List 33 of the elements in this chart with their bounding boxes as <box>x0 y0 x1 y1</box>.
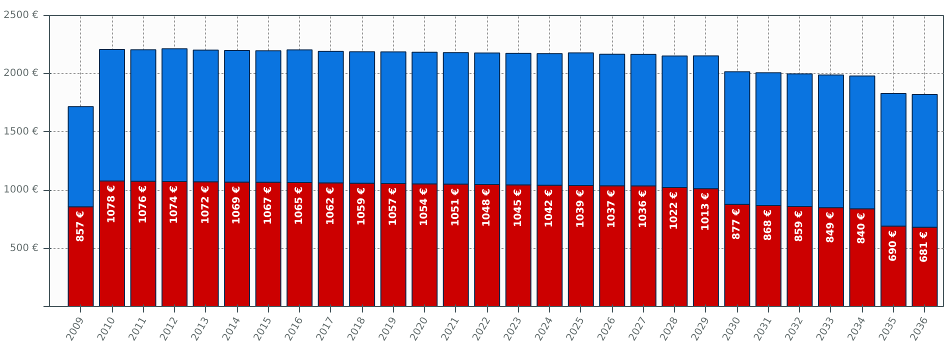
data-label: 1054 € <box>419 188 430 226</box>
data-label: 1057 € <box>388 187 399 226</box>
data-label: 1048 € <box>482 188 493 227</box>
data-label: 1069 € <box>232 186 243 224</box>
data-label: 1065 € <box>294 186 306 225</box>
data-label: 1062 € <box>325 186 336 226</box>
y-tick-label: 1500 € <box>4 126 39 138</box>
data-label: 849 € <box>825 212 836 243</box>
y-tick-label: 2500 € <box>4 10 39 21</box>
data-label: 1036 € <box>638 190 649 228</box>
data-label: 1039 € <box>575 190 586 228</box>
data-label: 690 € <box>888 230 899 262</box>
data-label: 681 € <box>919 231 930 263</box>
data-label: 1037 € <box>606 190 618 228</box>
data-label: 1072 € <box>200 186 212 224</box>
data-label: 840 € <box>856 212 868 244</box>
data-label: 1051 € <box>450 188 462 226</box>
data-label: 1045 € <box>512 188 524 228</box>
data-label: 1042 € <box>544 189 556 228</box>
data-label: 1067 € <box>262 186 274 225</box>
y-tick-label: 500 € <box>10 242 39 254</box>
data-label: 857 € <box>75 210 86 242</box>
data-label: 1076 € <box>138 185 149 224</box>
data-label: 877 € <box>732 208 743 240</box>
data-label: 868 € <box>762 209 774 241</box>
data-label: 859 € <box>794 210 806 242</box>
data-label: 1059 € <box>356 187 368 226</box>
data-label: 1078 € <box>106 184 118 224</box>
data-label: 1022 € <box>669 191 680 230</box>
y-tick-label: 2000 € <box>4 68 39 80</box>
data-label: 1013 € <box>700 192 712 231</box>
data-label: 1074 € <box>169 185 180 224</box>
y-tick-label: 1000 € <box>4 184 39 196</box>
